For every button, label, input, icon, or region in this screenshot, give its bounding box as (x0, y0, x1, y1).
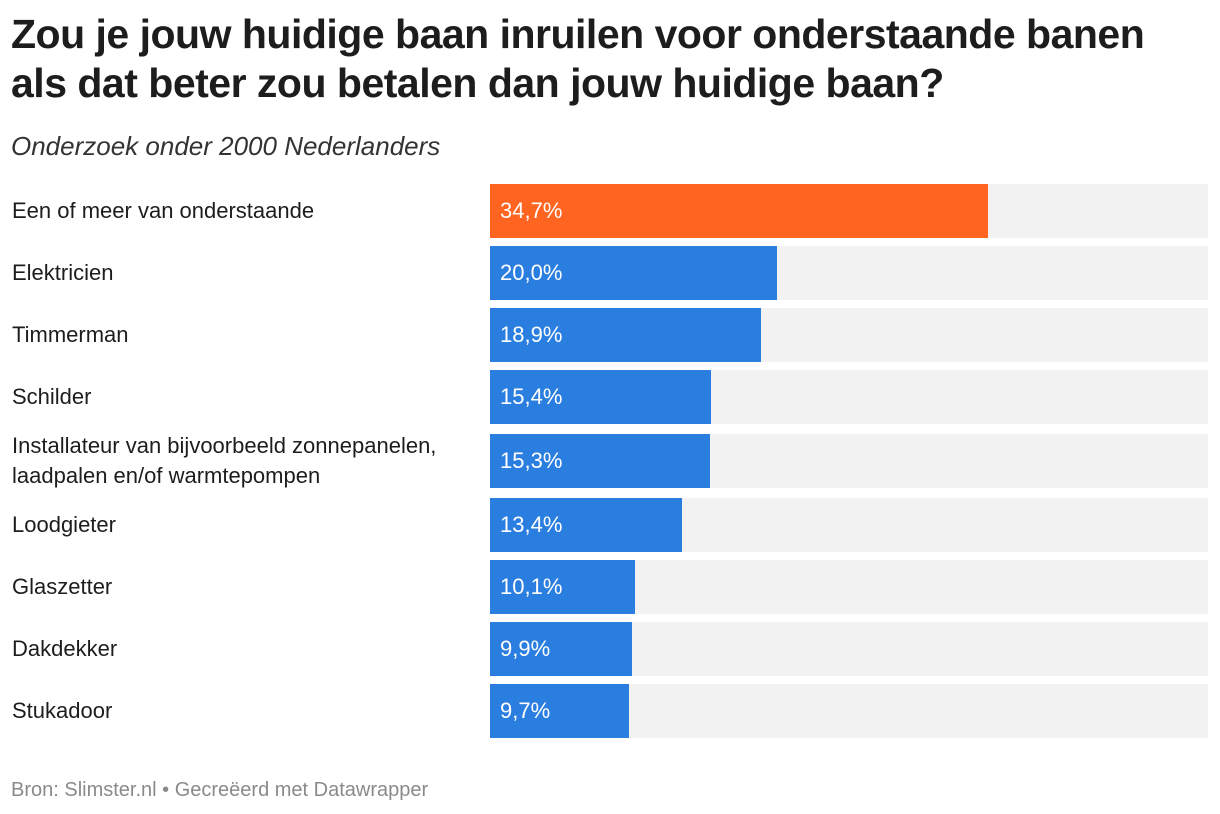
category-label: Stukadoor (12, 698, 113, 723)
bar-track: 13,4% (490, 498, 1208, 552)
bar: 18,9% (490, 308, 761, 362)
bar-row: Installateur van bijvoorbeeld zonnepanel… (0, 433, 1220, 488)
category-label: Installateur van bijvoorbeeld zonnepanel… (12, 433, 437, 488)
bar-chart: Een of meer van onderstaande 34,7% Elektri… (0, 184, 1220, 738)
bar-value-label: 20,0% (500, 260, 563, 285)
bar-value-label: 13,4% (500, 512, 563, 537)
source-footer: Bron: Slimster.nl • Gecreëerd met Datawr… (11, 779, 429, 801)
bar: 10,1% (490, 560, 635, 614)
bar: 9,7% (490, 684, 629, 738)
chart-subtitle: Onderzoek onder 2000 Nederlanders (11, 131, 441, 161)
bar-track: 9,9% (490, 622, 1208, 676)
chart-title: Zou je jouw huidige baan inruilen voor o… (11, 11, 1145, 106)
bar: 15,4% (490, 370, 711, 424)
bar: 13,4% (490, 498, 682, 552)
category-label: Loodgieter (12, 512, 116, 537)
category-label: Timmerman (12, 322, 129, 347)
bar-value-label: 15,4% (500, 384, 563, 409)
bar-value-label: 15,3% (500, 448, 563, 473)
category-label: Glaszetter (12, 574, 113, 599)
bar-track: 18,9% (490, 308, 1208, 362)
category-label: Elektricien (12, 260, 114, 285)
bar-row: Dakdekker 9,9% (0, 622, 1220, 676)
bar-track: 34,7% (490, 184, 1208, 238)
bar-row: Loodgieter 13,4% (0, 498, 1220, 552)
bar-value-label: 10,1% (500, 574, 563, 599)
bar-value-label: 9,7% (500, 698, 551, 723)
bar-track: 10,1% (490, 560, 1208, 614)
bar-value-label: 34,7% (500, 198, 563, 223)
bar-row: Een of meer van onderstaande 34,7% (0, 184, 1220, 238)
bar-value-label: 18,9% (500, 322, 563, 347)
bar: 20,0% (490, 246, 777, 300)
bar: 15,3% (490, 434, 710, 488)
bar-track: 20,0% (490, 246, 1208, 300)
category-label: Schilder (12, 384, 92, 409)
bar-row: Elektricien 20,0% (0, 246, 1220, 300)
bar-track: 15,4% (490, 370, 1208, 424)
bar: 9,9% (490, 622, 632, 676)
bar-track: 9,7% (490, 684, 1208, 738)
bar-track: 15,3% (490, 434, 1208, 488)
bar-row: Glaszetter 10,1% (0, 560, 1220, 614)
category-label: Een of meer van onderstaande (12, 198, 315, 223)
bar-value-label: 9,9% (500, 636, 551, 661)
bar-row: Stukadoor 9,7% (0, 684, 1220, 738)
bar: 34,7% (490, 184, 988, 238)
bar-row: Schilder 15,4% (0, 370, 1220, 424)
bar-row: Timmerman 18,9% (0, 308, 1220, 362)
category-label: Dakdekker (12, 636, 118, 661)
